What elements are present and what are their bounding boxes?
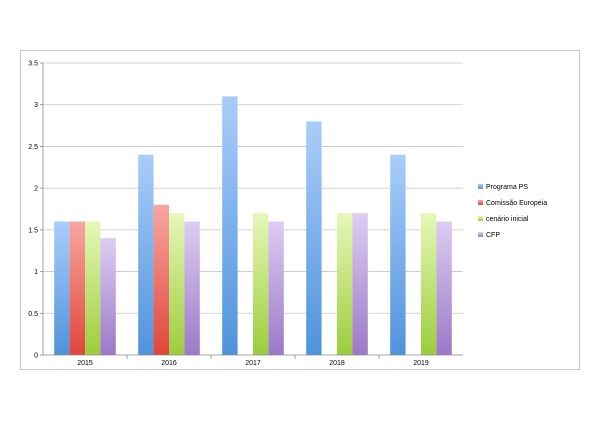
bar-2018-0 (306, 121, 322, 356)
bar-2018-3 (352, 213, 368, 355)
bar-2015-1 (69, 221, 85, 355)
y-tick-label: 2 (34, 186, 38, 193)
legend-swatch (478, 232, 483, 237)
bar-2016-2 (169, 213, 185, 355)
bar-2017-0 (222, 96, 238, 355)
axes (40, 62, 463, 359)
legend-label: Comissão Europeia (486, 200, 547, 207)
chart-frame: 0 0.5 1 1.5 2 2.5 3 3.5 2015 2016 2017 2018 2019 Pro… (20, 50, 580, 370)
x-tick-label: 2015 (77, 360, 93, 367)
bar-2017-2 (253, 213, 269, 355)
legend-label: Programa PS (486, 184, 528, 191)
x-tick-label: 2018 (329, 360, 345, 367)
y-tick-label: 3 (34, 102, 38, 109)
legend-swatch (478, 216, 483, 221)
bar-2019-2 (421, 213, 437, 355)
bar-2015-0 (54, 221, 70, 355)
y-tick-label: 0 (34, 353, 38, 360)
legend: Programa PS Comissão Europeia cenário inic… (478, 184, 547, 239)
x-tick-label: 2019 (413, 360, 429, 367)
y-tick-label: 1.5 (28, 227, 38, 234)
legend-label: CFP (486, 232, 500, 239)
bar-2016-3 (184, 221, 200, 355)
y-tick-label: 0.5 (28, 311, 38, 318)
bar-2016-1 (153, 204, 169, 355)
y-tick-label: 1 (34, 269, 38, 276)
bar-chart: 0 0.5 1 1.5 2 2.5 3 3.5 2015 2016 2017 2018 2019 Pro… (28, 61, 547, 368)
legend-swatch (478, 184, 483, 189)
bar-2019-0 (390, 154, 406, 355)
bar-2016-0 (138, 154, 154, 355)
legend-swatch (478, 200, 483, 205)
bar-2015-3 (100, 238, 116, 355)
bars (54, 96, 452, 356)
x-tick-label: 2016 (161, 360, 177, 367)
bar-2017-3 (268, 221, 284, 355)
legend-label: cenário inicial (486, 216, 529, 223)
y-tick-label: 3.5 (28, 61, 38, 68)
bar-2019-3 (436, 221, 452, 355)
tick-labels: 0 0.5 1 1.5 2 2.5 3 3.5 2015 2016 2017 2018 2019 (28, 61, 429, 368)
x-tick-label: 2017 (245, 360, 261, 367)
bar-2018-2 (337, 213, 353, 355)
y-tick-label: 2.5 (28, 144, 38, 151)
bar-2015-2 (85, 221, 101, 355)
